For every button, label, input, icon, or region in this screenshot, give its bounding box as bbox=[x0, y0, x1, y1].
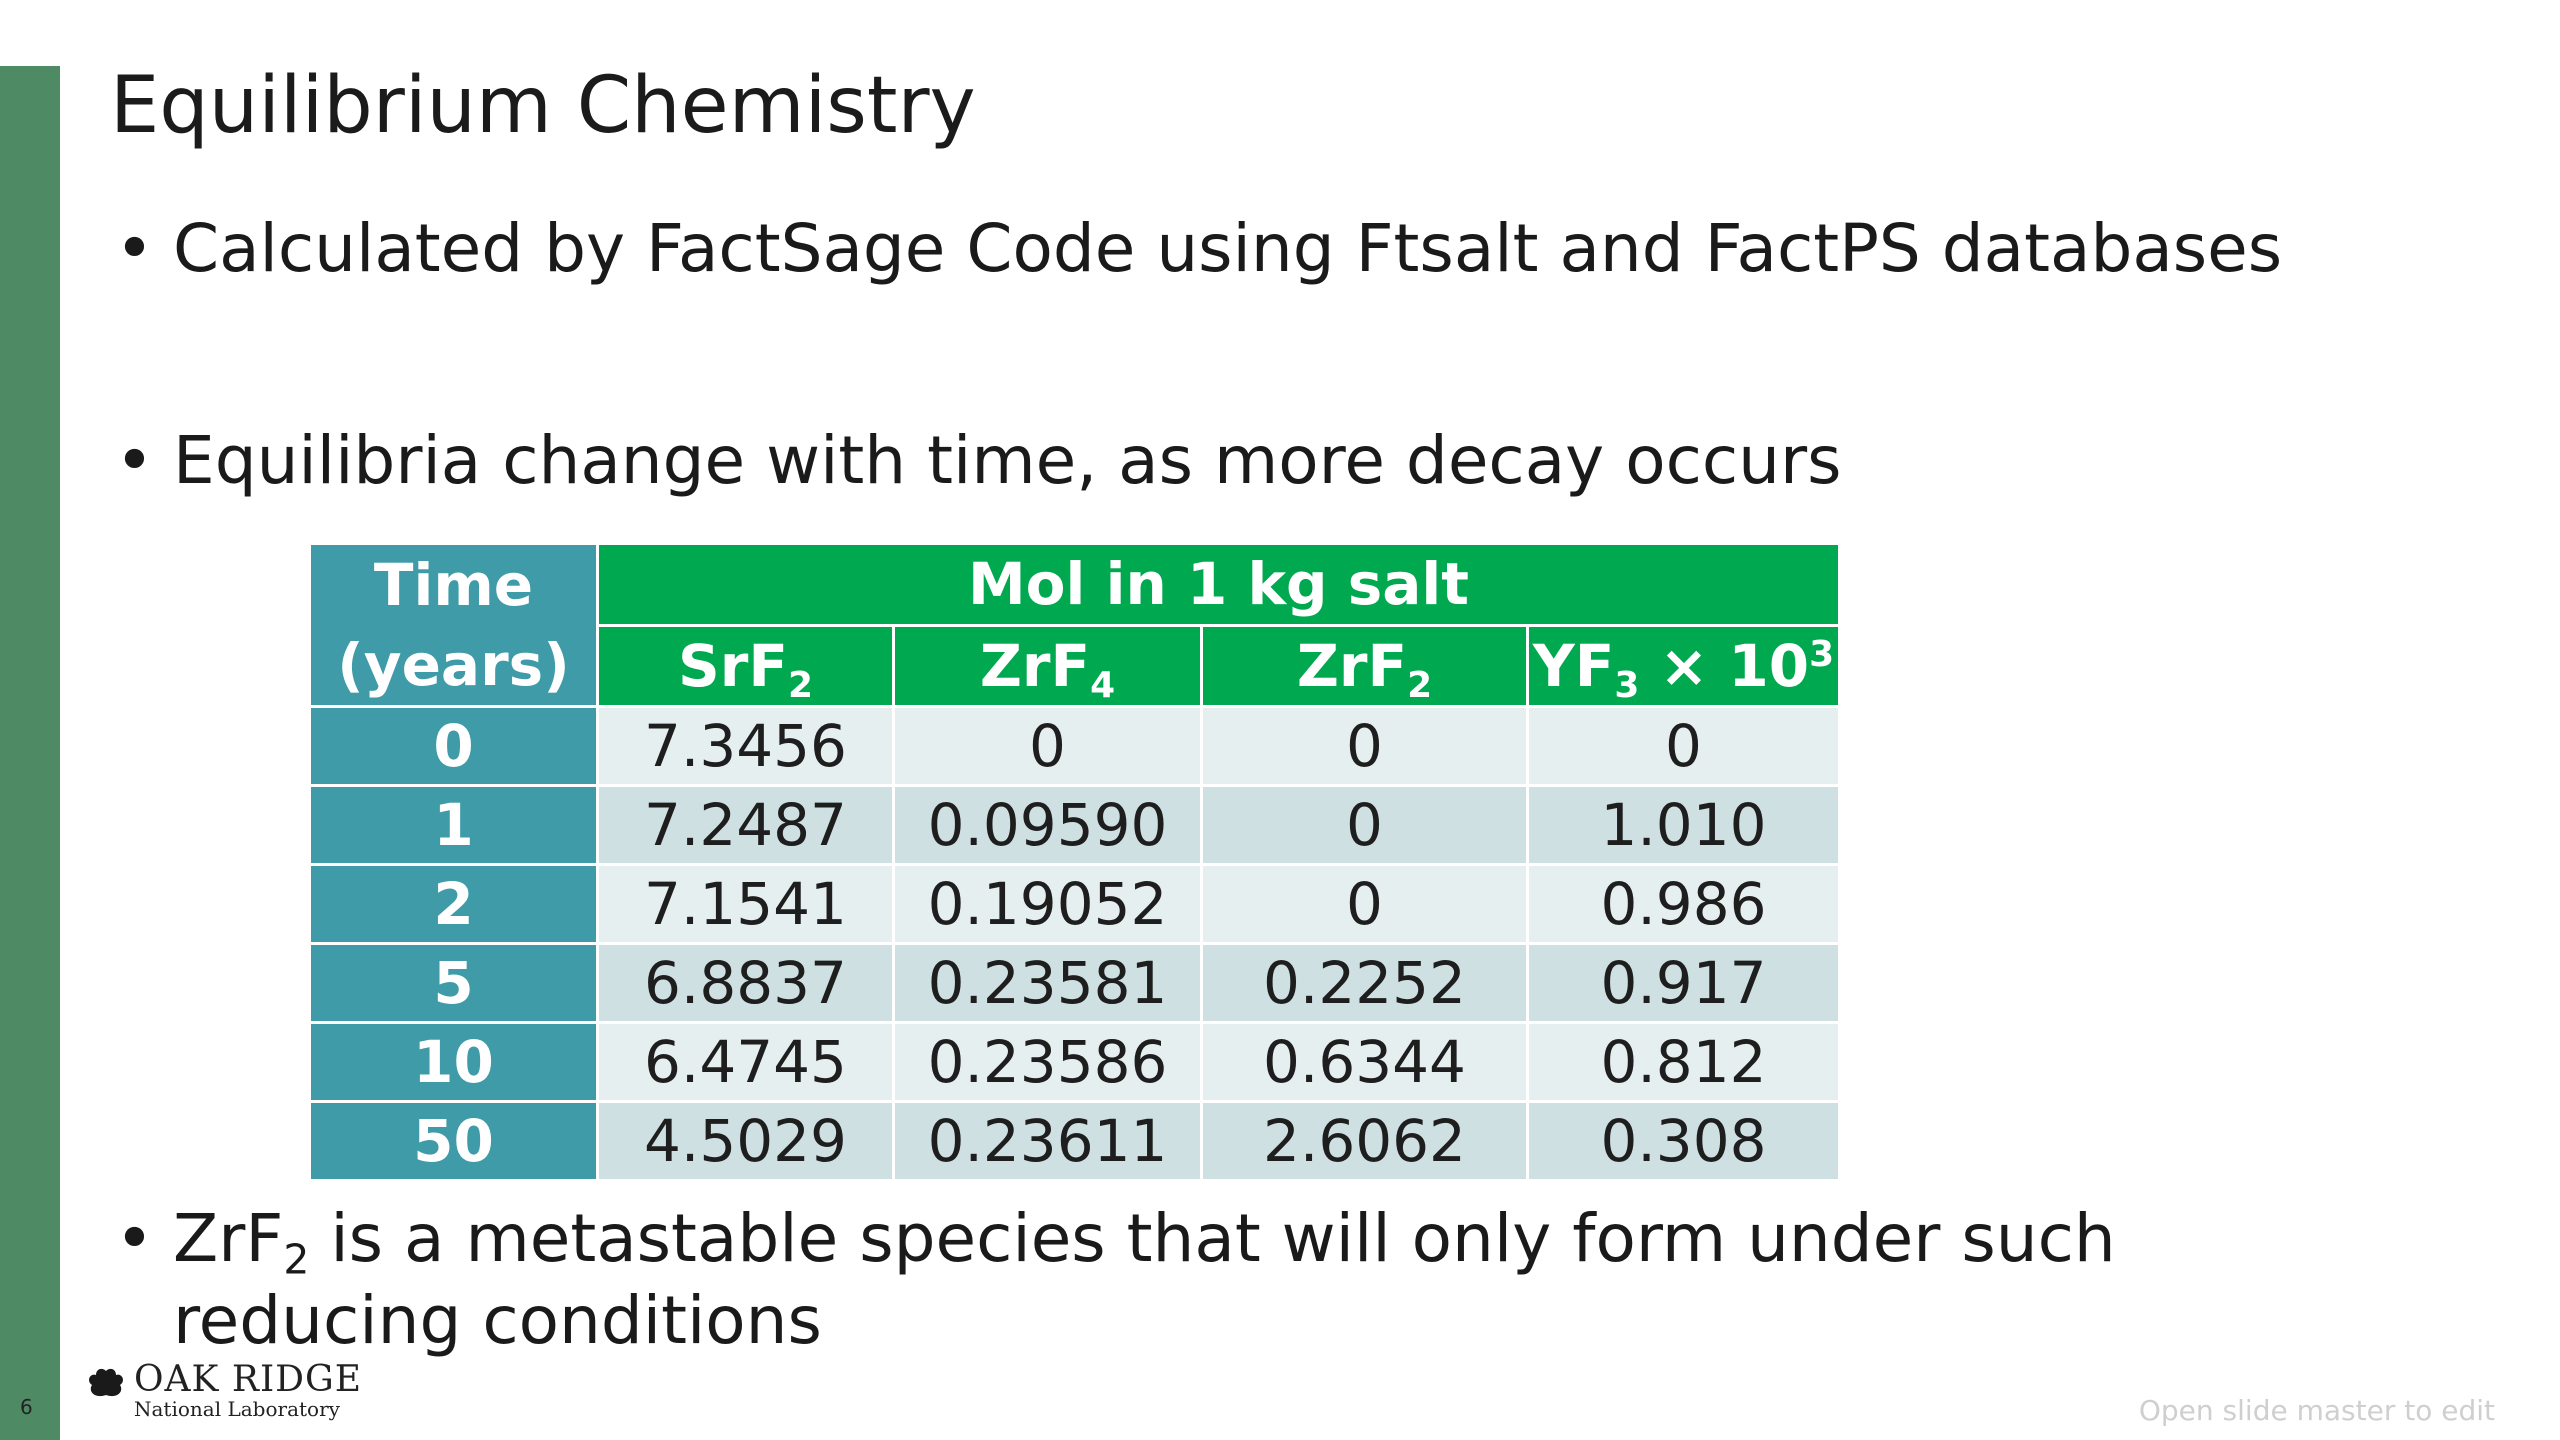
value-cell: 0.09590 bbox=[892, 784, 1203, 866]
bullet-dot: • bbox=[115, 422, 154, 499]
value-cell: 4.5029 bbox=[596, 1100, 895, 1182]
formula-subscript: 4 bbox=[1090, 664, 1116, 706]
bullet-rest-text: is a metastable species that will only f… bbox=[173, 1200, 2116, 1359]
column-header: ZrF4 bbox=[892, 623, 1203, 708]
slide-title: Equilibrium Chemistry bbox=[110, 61, 976, 151]
formula-base: ZrF bbox=[979, 631, 1091, 700]
time-cell: 2 bbox=[308, 863, 599, 945]
oak-leaf-icon bbox=[84, 1365, 128, 1417]
formula-subscript: 2 bbox=[787, 664, 814, 706]
value-cell: 6.8837 bbox=[596, 942, 895, 1024]
table-row: 10 6.4745 0.23586 0.6344 0.812 bbox=[308, 1021, 1841, 1103]
column-header: SrF2 bbox=[596, 623, 895, 708]
formula-suffix: × 10 bbox=[1639, 631, 1810, 700]
value-cell: 0.308 bbox=[1526, 1100, 1841, 1182]
value-cell: 0 bbox=[1526, 705, 1841, 787]
time-cell: 0 bbox=[308, 705, 599, 787]
bullet-dot: • bbox=[115, 1200, 154, 1277]
bullet-item: • Equilibria change with time, as more d… bbox=[115, 420, 2365, 502]
value-cell: 0.23586 bbox=[892, 1021, 1203, 1103]
value-cell: 7.2487 bbox=[596, 784, 895, 866]
time-cell: 10 bbox=[308, 1021, 599, 1103]
logo-main-text: OAK RIDGE bbox=[134, 1359, 363, 1400]
value-cell: 0.19052 bbox=[892, 863, 1203, 945]
formula-subscript: 2 bbox=[1407, 664, 1433, 706]
logo-sub-text: National Laboratory bbox=[134, 1397, 340, 1421]
oak-ridge-logo: OAK RIDGE National Laboratory bbox=[84, 1362, 362, 1420]
value-cell: 0.986 bbox=[1526, 863, 1841, 945]
formula-subscript: 2 bbox=[283, 1235, 310, 1284]
value-cell: 0.23611 bbox=[892, 1100, 1203, 1182]
table-row: 1 7.2487 0.09590 0 1.010 bbox=[308, 784, 1841, 866]
table-row: 50 4.5029 0.23611 2.6062 0.308 bbox=[308, 1100, 1841, 1182]
table-row: 2 7.1541 0.19052 0 0.986 bbox=[308, 863, 1841, 945]
time-cell: 50 bbox=[308, 1100, 599, 1182]
column-header: ZrF2 bbox=[1200, 623, 1529, 708]
bullet-text: Calculated by FactSage Code using Ftsalt… bbox=[173, 210, 2283, 287]
value-cell: 7.1541 bbox=[596, 863, 895, 945]
value-cell: 0.2252 bbox=[1200, 942, 1529, 1024]
formula-base: ZrF bbox=[1296, 631, 1408, 700]
formula-base: ZrF bbox=[173, 1200, 284, 1277]
time-column-header: Time (years) bbox=[308, 542, 599, 708]
column-header: YF3 × 103 bbox=[1526, 623, 1841, 708]
time-cell: 1 bbox=[308, 784, 599, 866]
slide-number: 6 bbox=[20, 1395, 33, 1419]
formula-base: YF bbox=[1532, 631, 1615, 700]
value-cell: 0.812 bbox=[1526, 1021, 1841, 1103]
table-row: 0 7.3456 0 0 0 bbox=[308, 705, 1841, 787]
footer-note: Open slide master to edit bbox=[2138, 1394, 2495, 1427]
equilibrium-table: Time (years) Mol in 1 kg salt SrF2 ZrF4 Zr… bbox=[308, 542, 1841, 1182]
value-cell: 6.4745 bbox=[596, 1021, 895, 1103]
value-cell: 0 bbox=[1200, 863, 1529, 945]
value-cell: 0.917 bbox=[1526, 942, 1841, 1024]
bullet-text: ZrF2 is a metastable species that will o… bbox=[173, 1198, 2365, 1362]
bullet-dot: • bbox=[115, 210, 154, 287]
value-cell: 0.6344 bbox=[1200, 1021, 1529, 1103]
table-row: 5 6.8837 0.23581 0.2252 0.917 bbox=[308, 942, 1841, 1024]
value-cell: 0 bbox=[1200, 784, 1529, 866]
formula-base: SrF bbox=[677, 631, 788, 700]
formula-superscript: 3 bbox=[1809, 633, 1835, 675]
value-cell: 2.6062 bbox=[1200, 1100, 1529, 1182]
left-accent-bar bbox=[0, 66, 60, 1440]
value-cell: 0 bbox=[892, 705, 1203, 787]
time-cell: 5 bbox=[308, 942, 599, 1024]
formula-subscript: 3 bbox=[1614, 664, 1640, 706]
value-cell: 7.3456 bbox=[596, 705, 895, 787]
value-cell: 0.23581 bbox=[892, 942, 1203, 1024]
value-cell: 1.010 bbox=[1526, 784, 1841, 866]
bullet-item: • ZrF2 is a metastable species that will… bbox=[115, 1198, 2365, 1362]
group-header: Mol in 1 kg salt bbox=[596, 542, 1841, 627]
bullet-item: • Calculated by FactSage Code using Ftsa… bbox=[115, 208, 2365, 290]
bullet-text: Equilibria change with time, as more dec… bbox=[173, 422, 1842, 499]
value-cell: 0 bbox=[1200, 705, 1529, 787]
